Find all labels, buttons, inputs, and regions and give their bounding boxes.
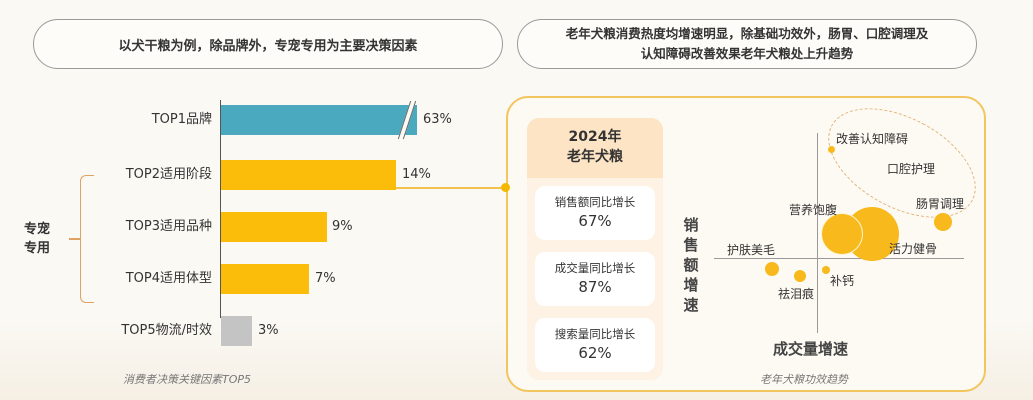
bubble-label: 肠胃调理 — [916, 197, 965, 211]
bubble-y-label: 销售额增速 — [682, 215, 700, 315]
stat-volume-growth: 成交量同比增长 87% — [535, 252, 655, 306]
stats-card-title: 2024年 老年犬粮 — [527, 118, 663, 178]
bubble-chart-caption: 老年犬粮功效趋势 — [760, 373, 848, 386]
bar-value: 7% — [315, 271, 336, 286]
bar-top3-breed — [221, 212, 327, 242]
stat-label: 销售额同比增长 — [554, 195, 636, 209]
stat-sales-growth: 销售额同比增长 67% — [535, 186, 655, 240]
group-label-line2: 专用 — [24, 241, 51, 256]
bubble-label: 护肤美毛 — [727, 243, 776, 257]
bubble-label: 活力健骨 — [889, 242, 938, 256]
bubble-calcium — [822, 266, 830, 274]
bubble-x-axis — [714, 258, 964, 259]
bar-top2-stage — [221, 160, 396, 190]
stat-label: 成交量同比增长 — [554, 261, 636, 275]
right-headline-line2: 认知障碍改善效果老年犬粮处上升趋势 — [640, 46, 854, 61]
bar-chart-axis — [220, 100, 221, 318]
bar-value: 14% — [402, 167, 431, 182]
bubble-label: 祛泪痕 — [778, 287, 815, 301]
bar-row: TOP4适用体型 7% — [0, 264, 480, 294]
stat-label: 搜索量同比增长 — [554, 327, 636, 341]
group-label: 专宠 专用 — [24, 220, 58, 258]
bar-value: 3% — [258, 323, 279, 338]
connector-line — [396, 187, 506, 189]
bubble-skin — [765, 262, 779, 276]
left-headline-text: 以犬干粮为例，除品牌外，专宠专用为主要决策因素 — [118, 38, 418, 54]
right-headline: 老年犬粮消费热度均增速明显，除基础功效外，肠胃、口腔调理及 认知障碍改善效果老年… — [517, 19, 977, 69]
connector-dot — [501, 183, 510, 192]
bar-value: 63% — [423, 112, 452, 127]
bubble-label: 营养饱腹 — [789, 203, 838, 217]
stat-value: 67% — [578, 212, 612, 230]
bar-top5-logistics — [221, 316, 252, 346]
bar-row: TOP5物流/时效 3% — [0, 316, 480, 346]
bar-label: TOP2适用阶段 — [125, 167, 212, 182]
group-bracket — [80, 175, 94, 303]
bubble-cognitive — [828, 146, 835, 153]
bubble-label: 改善认知障碍 — [836, 132, 909, 146]
bar-top1-brand — [221, 105, 417, 135]
bar-top4-size — [221, 264, 309, 294]
bubble-y-axis — [817, 133, 818, 333]
bar-label: TOP5物流/时效 — [121, 323, 212, 338]
bar-label: TOP4适用体型 — [125, 271, 212, 286]
stat-value: 87% — [578, 278, 612, 296]
left-headline: 以犬干粮为例，除品牌外，专宠专用为主要决策因素 — [33, 19, 503, 69]
bubble-nutrition — [821, 213, 863, 255]
right-headline-line1: 老年犬粮消费热度均增速明显，除基础功效外，肠胃、口腔调理及 — [565, 26, 929, 41]
bar-label: TOP3适用品种 — [125, 219, 212, 234]
group-bracket-tip — [69, 238, 81, 240]
bar-chart-caption: 消费者决策关键因素TOP5 — [123, 373, 252, 386]
bar-row: TOP1品牌 63% — [0, 101, 480, 139]
group-label-line1: 专宠 — [24, 222, 51, 237]
bubble-x-label: 成交量增速 — [773, 340, 849, 358]
bubble-label: 口腔护理 — [887, 162, 936, 176]
bar-row: TOP3适用品种 9% — [0, 212, 480, 242]
bar-row: TOP2适用阶段 14% — [0, 160, 480, 190]
stats-title-year: 2024年 — [568, 129, 622, 145]
bubble-label: 补钙 — [830, 274, 855, 288]
bubble-gut — [934, 213, 952, 231]
bar-value: 9% — [332, 219, 353, 234]
bubble-tear — [794, 270, 806, 282]
stat-search-growth: 搜索量同比增长 62% — [535, 318, 655, 372]
bar-label: TOP1品牌 — [151, 112, 212, 127]
stats-title-category: 老年犬粮 — [567, 149, 623, 165]
stat-value: 62% — [578, 344, 612, 362]
y-label-text: 销售额增速 — [683, 216, 699, 314]
